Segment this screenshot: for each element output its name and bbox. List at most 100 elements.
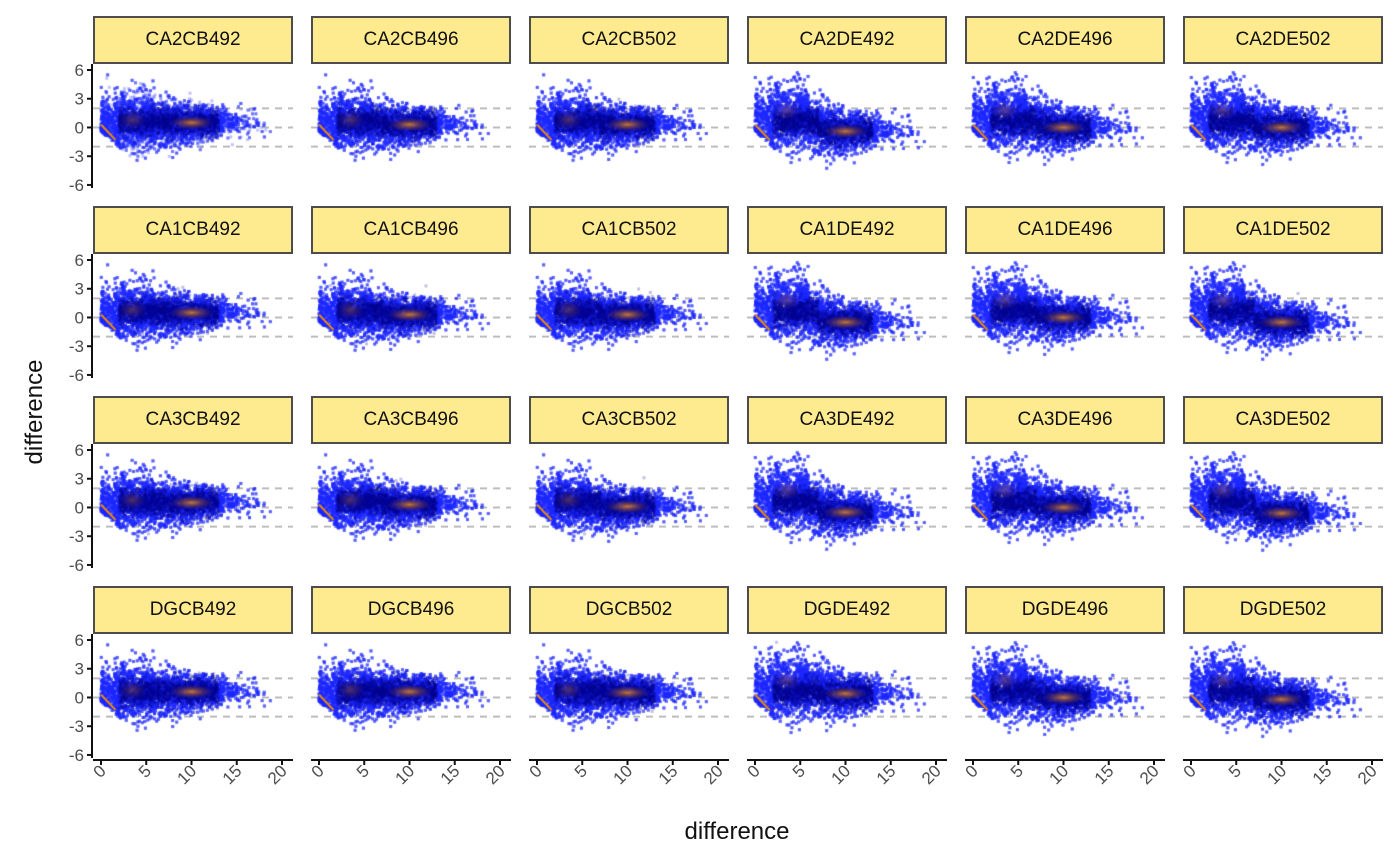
facet-strip: DGCB492: [93, 586, 293, 634]
point-cloud: [93, 444, 293, 568]
point-cloud: [1183, 634, 1383, 758]
facet-strip: DGCB496: [311, 586, 511, 634]
facet-strip: CA1DE492: [747, 206, 947, 254]
x-tick-label: 10: [174, 761, 201, 788]
facet-strip: DGDE496: [965, 586, 1165, 634]
facet-strip: DGCB502: [529, 586, 729, 634]
y-tick-label: -3: [69, 527, 84, 546]
facet-strip: CA1CB502: [529, 206, 729, 254]
point-cloud: [311, 64, 511, 188]
x-tick-label: 15: [219, 761, 246, 788]
x-tick-label: 5: [1225, 761, 1245, 781]
facet-strip: CA2DE492: [747, 16, 947, 64]
point-cloud: [311, 254, 511, 378]
y-tick-label: 3: [75, 90, 84, 109]
point-cloud: [529, 254, 729, 378]
x-tick-label: 20: [700, 761, 727, 788]
y-tick-label: -3: [69, 717, 84, 736]
y-tick-label: 6: [75, 251, 84, 270]
point-cloud: [747, 634, 947, 758]
y-tick-label: -6: [69, 746, 84, 765]
facet-strip: CA3DE492: [747, 396, 947, 444]
x-tick-label: 20: [1354, 761, 1381, 788]
x-tick-label: 0: [962, 761, 982, 781]
point-cloud: [529, 634, 729, 758]
x-tick-label: 0: [1180, 761, 1200, 781]
x-tick-label: 10: [392, 761, 419, 788]
y-tick-label: 3: [75, 280, 84, 299]
y-tick-label: 6: [75, 61, 84, 80]
point-cloud: [965, 254, 1165, 378]
y-tick-label: -3: [69, 337, 84, 356]
x-tick-label: 5: [135, 761, 155, 781]
x-tick-label: 10: [1046, 761, 1073, 788]
point-cloud: [965, 444, 1165, 568]
y-tick-label: -6: [69, 556, 84, 575]
facet-strip: CA3CB502: [529, 396, 729, 444]
point-cloud: [311, 634, 511, 758]
y-tick-label: 3: [75, 660, 84, 679]
y-tick-label: 0: [75, 498, 84, 517]
facet-strip: CA3DE496: [965, 396, 1165, 444]
point-cloud: [965, 64, 1165, 188]
x-tick-label: 10: [1264, 761, 1291, 788]
facet-strip: CA3CB492: [93, 396, 293, 444]
facet-strip: CA2DE502: [1183, 16, 1383, 64]
x-tick-label: 10: [828, 761, 855, 788]
facet-strip: CA1CB492: [93, 206, 293, 254]
y-tick-label: -6: [69, 176, 84, 195]
x-tick-label: 5: [1007, 761, 1027, 781]
facet-strip: CA2CB496: [311, 16, 511, 64]
x-tick-label: 15: [1309, 761, 1336, 788]
point-cloud: [529, 444, 729, 568]
x-tick-label: 0: [308, 761, 328, 781]
x-axis-title: difference: [685, 818, 790, 845]
x-tick-label: 5: [789, 761, 809, 781]
y-tick-label: 0: [75, 688, 84, 707]
x-tick-label: 15: [437, 761, 464, 788]
x-tick-label: 20: [918, 761, 945, 788]
facet-strip: CA3DE502: [1183, 396, 1383, 444]
x-tick-label: 15: [655, 761, 682, 788]
facet-strip: CA3CB496: [311, 396, 511, 444]
y-tick-label: -3: [69, 147, 84, 166]
y-tick-label: 6: [75, 631, 84, 650]
x-tick-label: 5: [571, 761, 591, 781]
x-tick-label: 10: [610, 761, 637, 788]
x-tick-label: 15: [873, 761, 900, 788]
point-cloud: [1183, 64, 1383, 188]
point-cloud: [93, 254, 293, 378]
facet-strip: CA2CB502: [529, 16, 729, 64]
facet-strip: CA1DE496: [965, 206, 1165, 254]
x-tick-label: 20: [1136, 761, 1163, 788]
point-cloud: [93, 634, 293, 758]
y-tick-label: -6: [69, 366, 84, 385]
y-tick-label: 6: [75, 441, 84, 460]
y-tick-label: 0: [75, 308, 84, 327]
x-tick-label: 0: [526, 761, 546, 781]
x-tick-label: 0: [744, 761, 764, 781]
point-cloud: [747, 254, 947, 378]
facet-strip: DGDE502: [1183, 586, 1383, 634]
facet-strip: CA1DE502: [1183, 206, 1383, 254]
point-cloud: [1183, 254, 1383, 378]
x-tick-label: 5: [353, 761, 373, 781]
point-cloud: [311, 444, 511, 568]
x-tick-label: 15: [1091, 761, 1118, 788]
facet-strip: CA1CB496: [311, 206, 511, 254]
x-tick-label: 20: [264, 761, 291, 788]
facet-strip: CA2DE496: [965, 16, 1165, 64]
point-cloud: [529, 64, 729, 188]
point-cloud: [747, 444, 947, 568]
y-tick-label: 3: [75, 470, 84, 489]
facet-strip: DGDE492: [747, 586, 947, 634]
y-tick-label: 0: [75, 118, 84, 137]
point-cloud: [1183, 444, 1383, 568]
y-axis-title: difference: [21, 360, 48, 465]
facet-strip: CA2CB492: [93, 16, 293, 64]
x-tick-label: 0: [90, 761, 110, 781]
point-cloud: [93, 64, 293, 188]
point-cloud: [747, 64, 947, 188]
